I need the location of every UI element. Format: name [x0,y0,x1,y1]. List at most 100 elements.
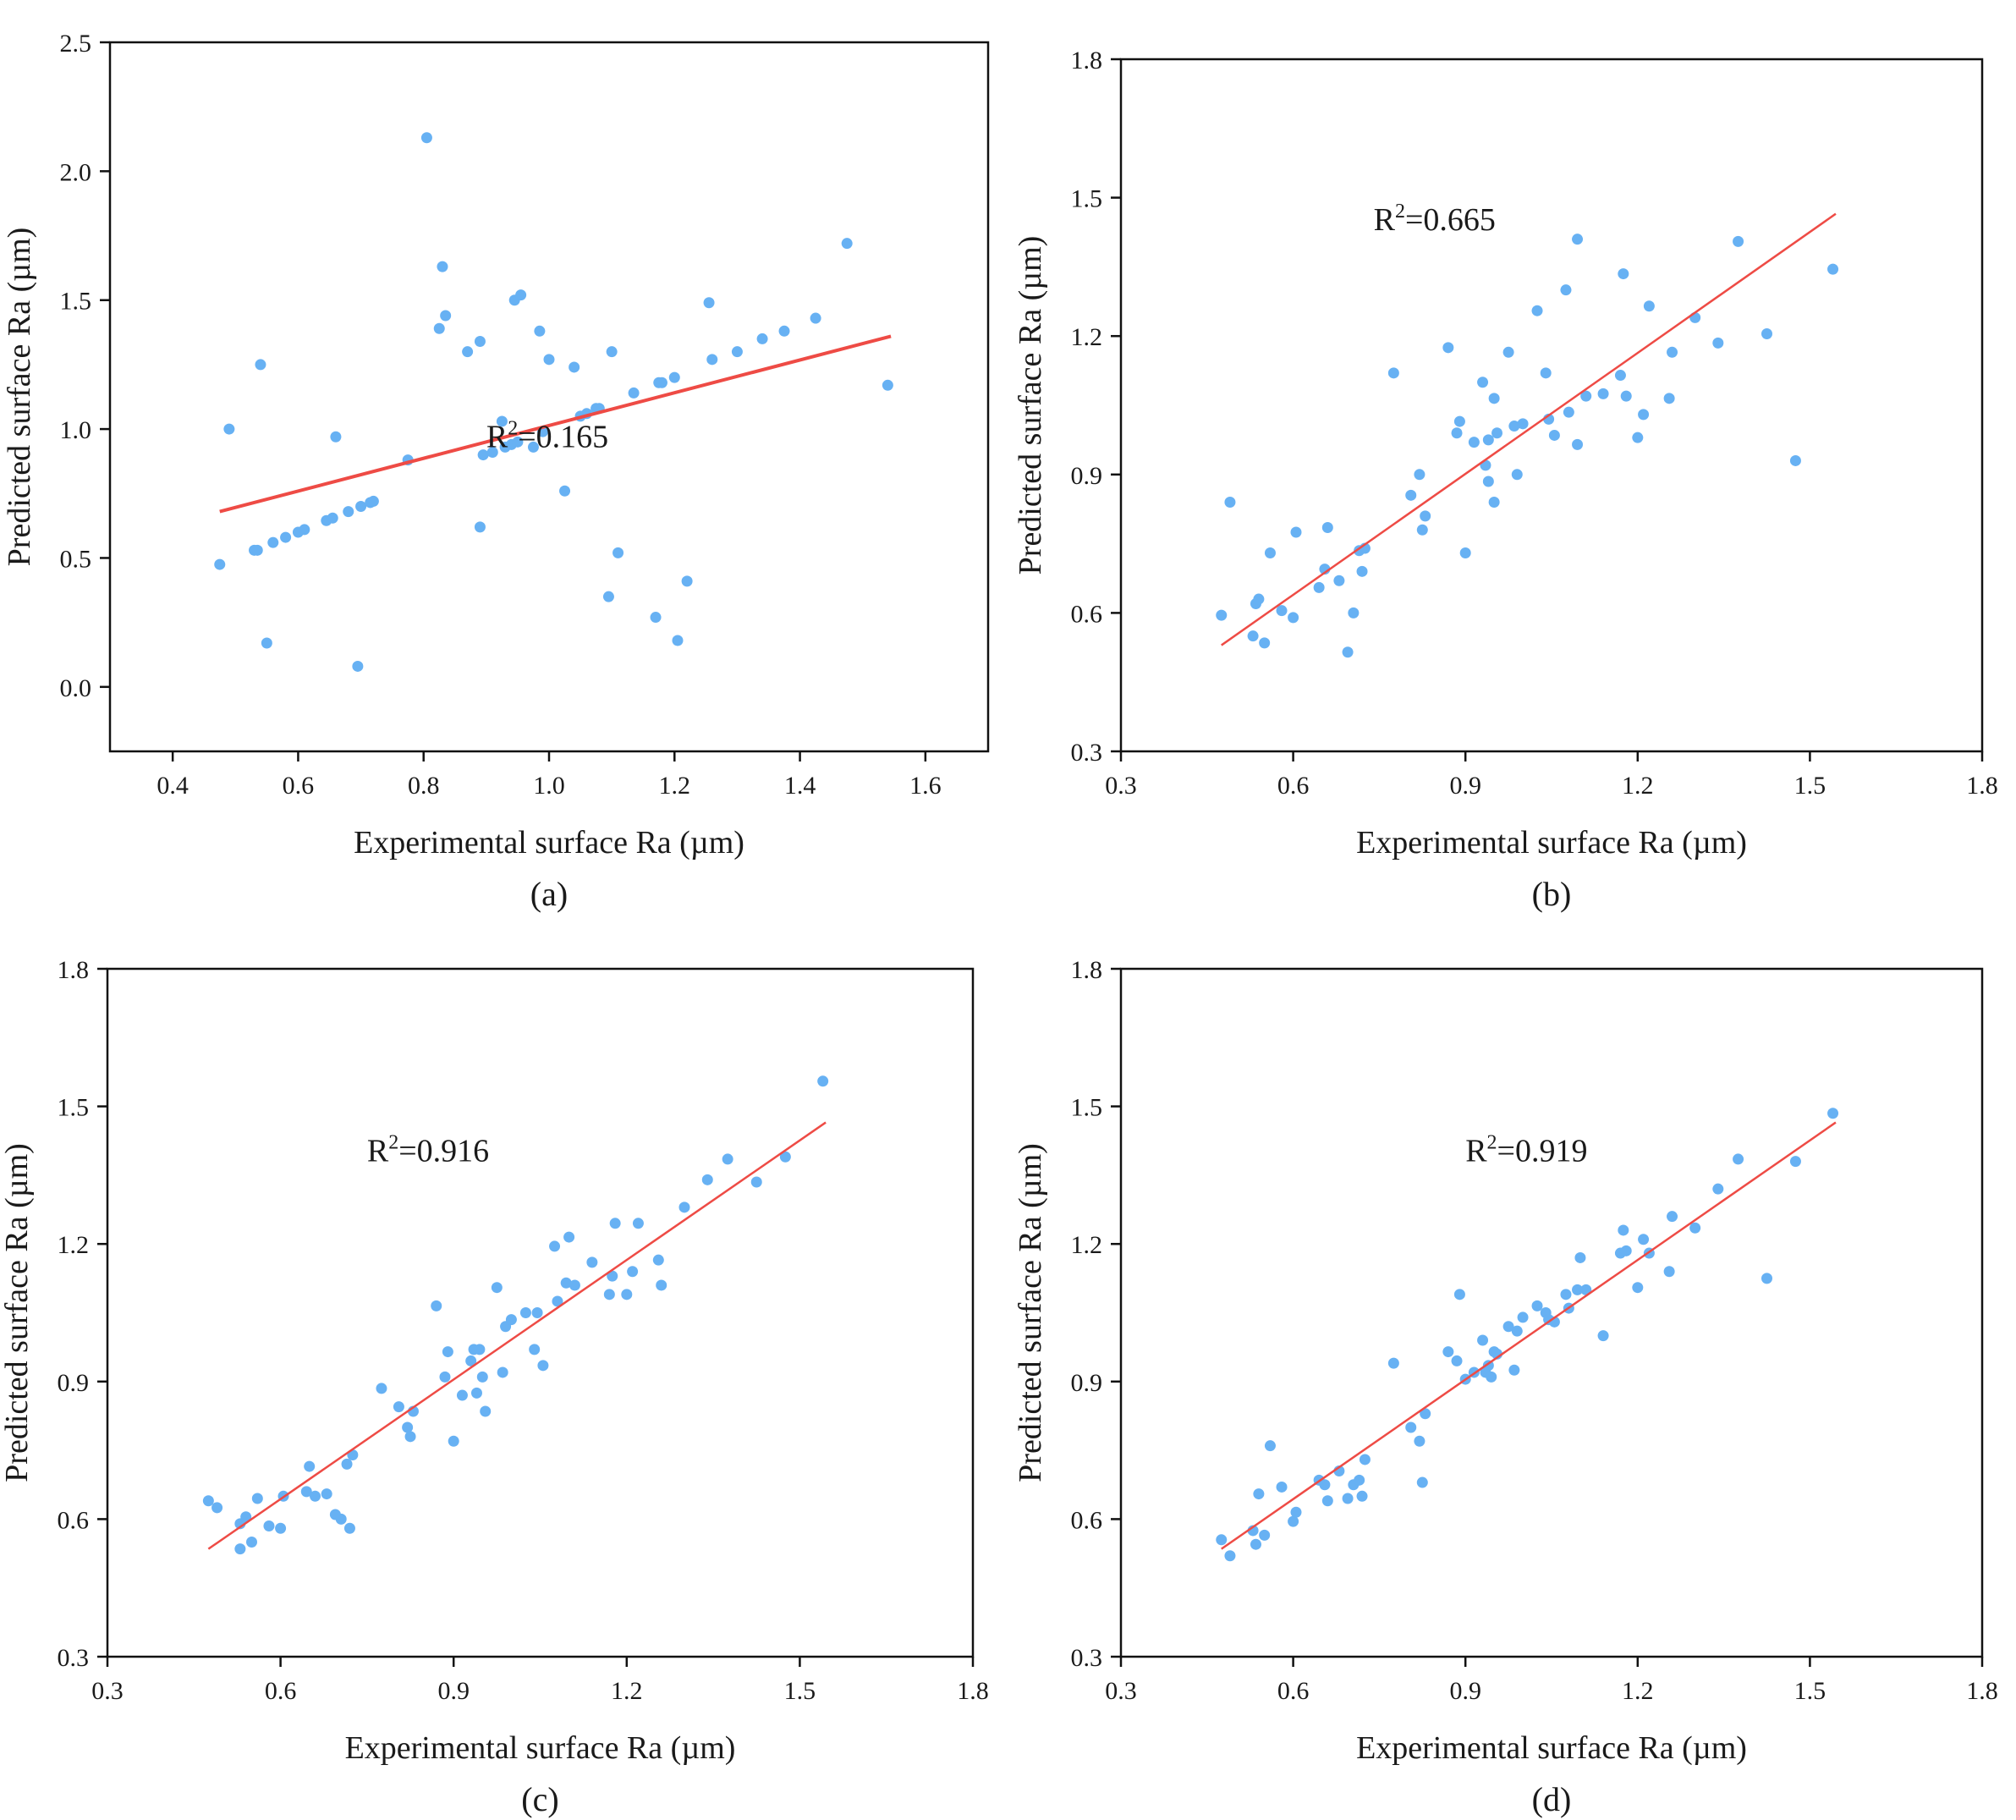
panel-b-y-tick-label: 0.6 [1071,600,1103,628]
panel-a-scatter-point [841,238,853,250]
panel-a-scatter-point [433,322,445,334]
panel-a-x-tick-label: 1.2 [659,772,691,800]
panel-c-scatter-point [603,1289,615,1300]
panel-c-r-exponent: 2 [388,1132,398,1154]
panel-d-scatter-point [1789,1156,1801,1168]
panel-a-r-exponent: 2 [508,417,518,439]
panel-d-y-tick-label: 0.6 [1071,1506,1103,1534]
panel-a-scatter-point [474,335,486,347]
panel-d-x-axis-title: Experimental surface Ra (µm) [1356,1730,1747,1766]
panel-a-scatter-point [650,612,662,624]
panel-b-scatter-point [1387,367,1399,379]
panel-c-y-tick-label: 0.6 [58,1506,90,1534]
panel-b-scatter-point [1468,437,1480,448]
panel-c-scatter-point [211,1502,223,1514]
panel-b-scatter-point [1321,522,1333,534]
panel-d-scatter-point [1511,1325,1523,1337]
panel-b-scatter-point [1572,438,1584,450]
panel-c-scatter-point [529,1344,541,1355]
panel-c-scatter-point [476,1371,488,1383]
panel-d-scatter-point [1827,1108,1839,1119]
panel-b-scatter-point [1502,346,1514,358]
panel-c-chart: 0.3 0.6 0.9 1.2 1.5 1.8 0.3 0.6 0.9 1.2 1.5 1.8 Expe… [0,956,989,1818]
panel-b-y-axis-title: Predicted surface Ra (µm) [1013,236,1048,575]
panel-d-scatter-point [1288,1515,1299,1527]
panel-a-scatter-point [280,531,292,543]
panel-a-scatter-point [534,325,546,337]
panel-d-scatter-point [1486,1371,1497,1383]
panel-a-scatter-point [515,289,527,301]
panel-a-scatter-point [251,544,263,556]
panel-b-scatter-point [1560,284,1572,296]
panel-d-scatter-point [1253,1488,1265,1500]
panel-d-plot-frame [1119,967,1984,1658]
panel-b-scatter-point [1614,370,1626,382]
panel-b-scatter-point [1416,524,1428,536]
panel-a-scatter-point [261,637,272,649]
panel-c-scatter-point [275,1522,287,1534]
panel-d-r-letter: R [1465,1134,1487,1169]
panel-c-scatter-point [607,1270,618,1282]
panel-b-scatter-point [1477,377,1489,388]
panel-c-scatter-point [817,1075,829,1087]
panel-a-scatter-point [330,431,342,443]
panel-c-scatter-point [656,1279,667,1291]
panel-c-scatter-point [448,1435,459,1447]
panel-d-scatter-point [1620,1245,1632,1256]
panel-d-scatter-point [1405,1421,1417,1433]
panel-a-scatter-point [367,495,379,507]
panel-c-scatter-point [563,1231,575,1243]
panel-b-scatter-point [1276,605,1288,617]
panel-b-scatter-point [1348,607,1360,619]
panel-d-x-tick-label: 1.5 [1794,1677,1826,1705]
panel-a-y-axis-title: Predicted surface Ra (µm) [2,228,37,567]
panel-d-scatter-point [1667,1211,1678,1223]
panel-d-caption: (d) [1532,1780,1572,1818]
panel-a-x-tick-label: 0.6 [283,772,315,800]
panel-d-y-tick-label: 1.8 [1071,956,1103,984]
panel-c-y-tick-label: 0.9 [58,1369,90,1397]
panel-c-scatter-point [376,1383,387,1394]
panel-c-scatter-point [310,1490,321,1502]
panel-d-scatter-point [1502,1321,1514,1333]
panel-c-scatter-point [569,1279,580,1291]
panel-c-scatter-point [497,1366,508,1378]
panel-d-r-exponent: 2 [1487,1132,1497,1154]
panel-c-x-tick-label: 1.8 [957,1677,989,1705]
panel-c-scatter-point [234,1543,246,1555]
panel-c-scatter-point [474,1344,486,1355]
panel-c-scatter-point [621,1289,633,1300]
panel-c-scatter-point [335,1513,347,1525]
panel-c-y-tick-label: 1.2 [58,1231,90,1259]
panel-d-scatter-point [1618,1224,1629,1236]
panel-a-caption: (a) [530,875,568,913]
panel-d-scatter-point [1477,1334,1489,1346]
panel-b-scatter-point [1620,390,1632,402]
panel-d-scatter-point [1597,1330,1609,1342]
panel-d-y-axis-title: Predicted surface Ra (µm) [1013,1143,1048,1482]
panel-b-x-tick-label: 0.3 [1105,772,1137,800]
panel-b-scatter-point [1580,390,1592,402]
panel-b-scatter-point [1247,630,1259,642]
panel-b-x-tick-label: 0.9 [1449,772,1481,800]
panel-b-scatter-point [1517,418,1529,430]
panel-b-y-tick-label: 0.3 [1071,739,1103,767]
panel-a-scatter-point [681,575,693,587]
panel-c-scatter-point [586,1256,598,1268]
panel-c-y-tick-label: 1.8 [58,956,90,984]
panel-d-scatter-point [1414,1435,1425,1447]
panel-b-r-exponent: 2 [1395,201,1405,223]
panel-d-y-tick-label: 0.9 [1071,1369,1103,1397]
panel-a-scatter-point [543,354,555,366]
panel-a-scatter-point [462,346,474,358]
panel-a-x-axis-title: Experimental surface Ra (µm) [354,825,744,861]
panel-b-y-tick-label: 1.2 [1071,323,1103,351]
panel-b-scatter-point [1488,497,1500,509]
panel-d-scatter-point [1560,1289,1572,1300]
panel-c-r-letter: R [367,1134,389,1169]
panel-c-x-tick-label: 1.2 [611,1677,643,1705]
panel-c-scatter-point [632,1218,644,1229]
panel-b-scatter-point [1531,305,1543,316]
panel-b-x-tick-label: 0.6 [1277,772,1310,800]
panel-d-scatter-point [1387,1357,1399,1369]
